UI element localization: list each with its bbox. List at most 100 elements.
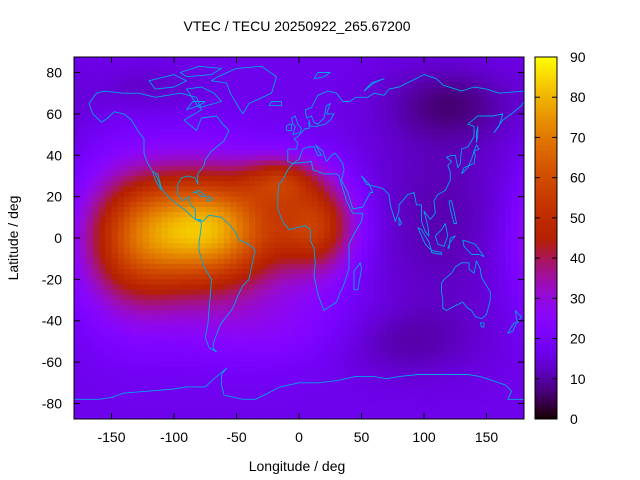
heatmap-cell xyxy=(92,201,100,208)
heatmap-cell xyxy=(355,191,363,198)
heatmap-cell xyxy=(167,248,175,255)
heatmap-cell xyxy=(361,243,369,249)
heatmap-cell xyxy=(374,238,381,244)
heatmap-cell xyxy=(117,393,125,399)
heatmap-cell xyxy=(442,67,450,74)
heatmap-cell xyxy=(155,269,163,275)
heatmap-cell xyxy=(105,387,113,394)
heatmap-cell xyxy=(74,77,81,84)
heatmap-cell xyxy=(442,160,450,167)
heatmap-cell xyxy=(161,77,169,84)
heatmap-cell xyxy=(111,212,119,218)
heatmap-cell xyxy=(174,362,181,368)
heatmap-cell xyxy=(124,398,131,405)
heatmap-cell xyxy=(355,305,363,311)
heatmap-cell xyxy=(330,186,338,193)
heatmap-cell xyxy=(399,294,406,301)
heatmap-cell xyxy=(480,144,488,151)
heatmap-cell xyxy=(499,382,506,389)
heatmap-cell xyxy=(505,175,513,182)
heatmap-cell xyxy=(411,206,419,213)
heatmap-cell xyxy=(505,408,513,415)
heatmap-cell xyxy=(136,150,144,156)
heatmap-cell xyxy=(299,398,306,405)
heatmap-cell xyxy=(374,232,381,239)
heatmap-cell xyxy=(455,269,463,275)
heatmap-cell xyxy=(292,181,300,187)
heatmap-cell xyxy=(74,336,81,343)
heatmap-cell xyxy=(317,57,325,63)
heatmap-cell xyxy=(455,165,463,172)
heatmap-cell xyxy=(299,222,306,229)
heatmap-cell xyxy=(130,227,138,234)
heatmap-cell xyxy=(317,320,325,327)
heatmap-cell xyxy=(486,62,494,68)
heatmap-cell xyxy=(174,310,181,317)
heatmap-cell xyxy=(492,227,500,234)
heatmap-cell xyxy=(311,325,319,332)
heatmap-cell xyxy=(249,57,256,63)
heatmap-cell xyxy=(174,336,181,343)
heatmap-cell xyxy=(174,408,181,415)
heatmap-cell xyxy=(449,217,456,224)
heatmap-cell xyxy=(405,227,413,234)
heatmap-cell xyxy=(117,62,125,68)
heatmap-cell xyxy=(380,269,388,275)
heatmap-cell xyxy=(511,279,519,286)
heatmap-cell xyxy=(374,403,381,410)
heatmap-cell xyxy=(336,93,344,99)
heatmap-cell xyxy=(161,341,169,348)
heatmap-cell xyxy=(86,238,94,244)
heatmap-cell xyxy=(474,336,481,343)
heatmap-cell xyxy=(130,294,138,301)
heatmap-cell xyxy=(111,279,119,286)
heatmap-cell xyxy=(386,217,394,224)
heatmap-cell xyxy=(280,284,288,291)
heatmap-cell xyxy=(161,196,169,203)
heatmap-cell xyxy=(230,310,238,317)
heatmap-cell xyxy=(330,165,338,172)
heatmap-cell xyxy=(136,232,144,239)
heatmap-cell xyxy=(242,196,250,203)
heatmap-cell xyxy=(286,186,294,193)
heatmap-cell xyxy=(467,305,475,311)
heatmap-cell xyxy=(249,119,256,125)
heatmap-cell xyxy=(186,300,194,306)
heatmap-cell xyxy=(111,124,119,130)
heatmap-cell xyxy=(274,144,281,151)
heatmap-cell xyxy=(349,175,356,182)
heatmap-cell xyxy=(224,160,231,167)
heatmap-cell xyxy=(505,300,513,306)
heatmap-cell xyxy=(342,258,350,265)
heatmap-cell xyxy=(80,300,88,306)
heatmap-cell xyxy=(430,191,438,198)
heatmap-cell xyxy=(361,124,369,130)
heatmap-cell xyxy=(311,129,319,136)
heatmap-cell xyxy=(380,289,388,296)
heatmap-cell xyxy=(174,134,181,141)
heatmap-cell xyxy=(486,88,494,94)
heatmap-cell xyxy=(474,155,481,162)
heatmap-cell xyxy=(186,362,194,368)
heatmap-cell xyxy=(461,175,469,182)
heatmap-cell xyxy=(430,274,438,280)
heatmap-cell xyxy=(386,108,394,115)
heatmap-cell xyxy=(517,82,524,89)
heatmap-cell xyxy=(330,124,338,130)
heatmap-cell xyxy=(149,305,156,311)
heatmap-cell xyxy=(361,367,369,374)
heatmap-cell xyxy=(380,356,388,363)
heatmap-cell xyxy=(142,408,150,415)
heatmap-cell xyxy=(261,279,269,286)
heatmap-cell xyxy=(124,139,131,146)
heatmap-cell xyxy=(161,325,169,332)
heatmap-cell xyxy=(342,124,350,130)
heatmap-cell xyxy=(374,325,381,332)
heatmap-cell xyxy=(430,320,438,327)
heatmap-cell xyxy=(374,289,381,296)
heatmap-cell xyxy=(386,88,394,94)
heatmap-cell xyxy=(217,88,225,94)
heatmap-cell xyxy=(180,367,188,374)
heatmap-cell xyxy=(236,331,244,337)
heatmap-cell xyxy=(274,351,281,358)
